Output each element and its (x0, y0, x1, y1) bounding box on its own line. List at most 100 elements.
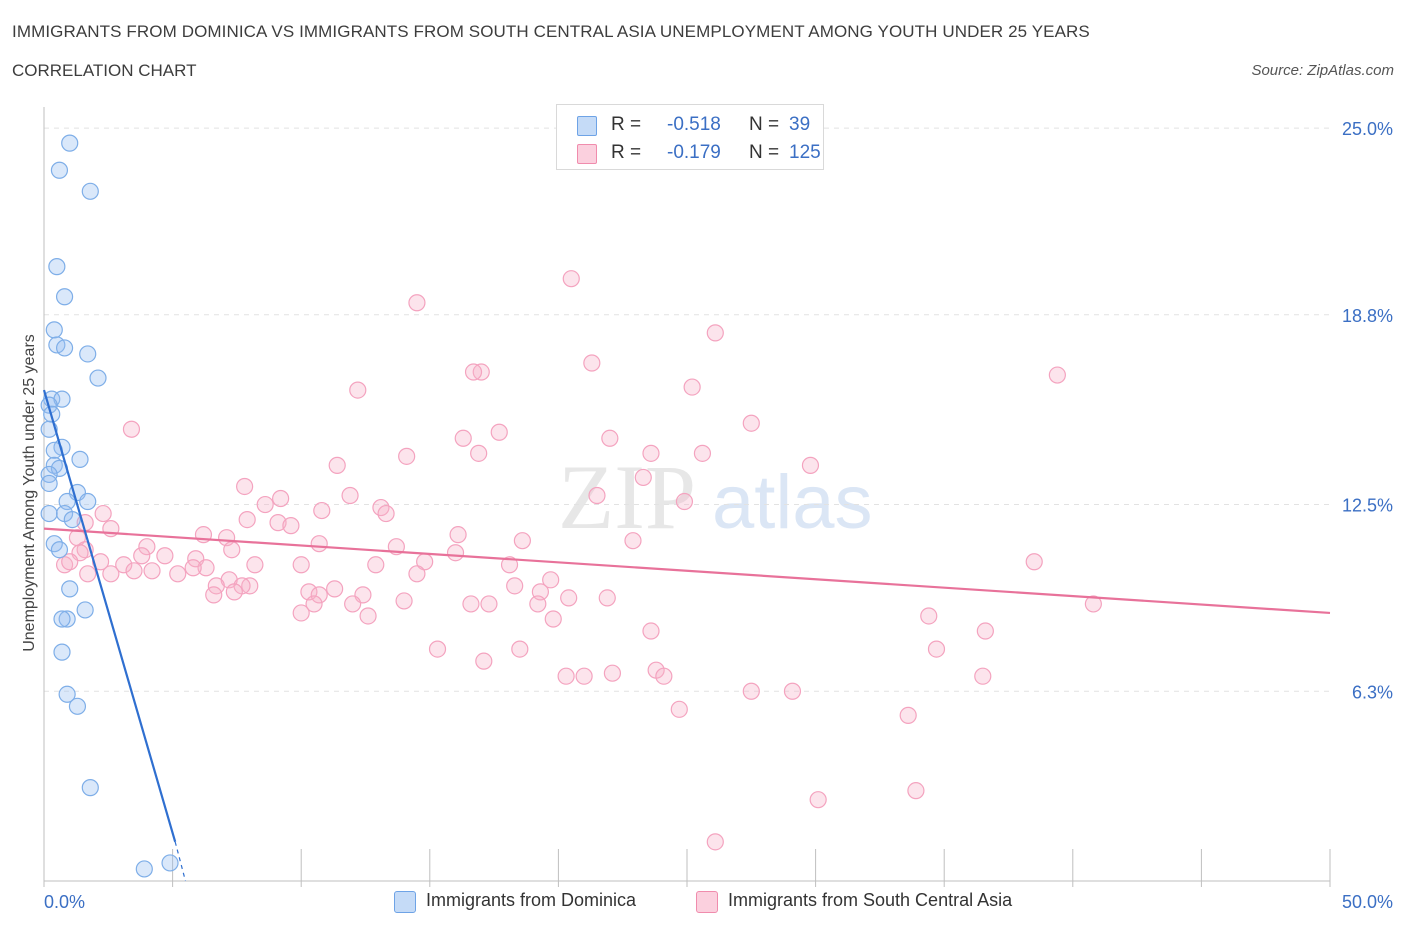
data-point-dominica (79, 345, 97, 363)
data-point-dominica (55, 288, 74, 306)
data-point-south-central-asia (55, 556, 74, 574)
data-point-south-central-asia (102, 565, 120, 583)
data-point-south-central-asia (976, 622, 994, 640)
r-label: R = (611, 142, 642, 163)
data-point-dominica (71, 450, 89, 468)
data-point-south-central-asia (742, 682, 760, 700)
data-point-dominica (58, 610, 76, 628)
data-point-south-central-asia (94, 504, 112, 523)
data-point-south-central-asia (310, 586, 328, 604)
data-point-south-central-asia (223, 541, 241, 559)
data-point-south-central-asia (446, 544, 465, 562)
data-point-dominica (76, 601, 94, 619)
data-point-south-central-asia (367, 556, 385, 574)
data-point-south-central-asia (197, 559, 215, 577)
data-point-south-central-asia (408, 565, 426, 583)
data-point-dominica (135, 860, 153, 878)
data-point-south-central-asia (292, 604, 310, 622)
n-value: 39 (789, 114, 811, 135)
watermark-zip: ZIP (558, 446, 696, 548)
data-point-dominica (68, 697, 87, 715)
data-point-south-central-asia (529, 595, 547, 613)
data-point-south-central-asia (598, 589, 616, 607)
data-point-dominica (40, 504, 58, 523)
data-point-south-central-asia (313, 501, 331, 520)
data-point-south-central-asia (454, 429, 472, 447)
trend-line-dominica (42, 389, 177, 843)
data-point-south-central-asia (359, 607, 377, 625)
data-point-south-central-asia (603, 664, 622, 682)
data-point-dominica (63, 510, 81, 529)
y-axis-label: Unemployment Among Youth under 25 years (21, 334, 38, 652)
data-point-south-central-asia (246, 556, 264, 574)
data-point-south-central-asia (238, 510, 256, 529)
data-point-south-central-asia (449, 526, 467, 544)
data-point-south-central-asia (544, 610, 562, 628)
data-point-south-central-asia (236, 477, 254, 496)
data-point-south-central-asia (115, 556, 133, 574)
stats-legend: R = -0.518 N = 39 R = -0.179 N = 125 (556, 104, 824, 170)
data-point-south-central-asia (801, 456, 820, 474)
data-point-south-central-asia (428, 640, 447, 658)
data-point-south-central-asia (326, 580, 344, 598)
data-point-dominica (55, 339, 74, 357)
legend-swatch-south-central-asia (696, 891, 718, 913)
y-tick-label: 25.0% (1342, 119, 1393, 139)
trend-lines (42, 389, 1331, 882)
data-point-south-central-asia (642, 622, 660, 640)
data-point-south-central-asia (809, 791, 827, 809)
data-point-south-central-asia (588, 486, 606, 505)
data-point-south-central-asia (706, 833, 724, 851)
data-point-south-central-asia (675, 492, 694, 511)
data-point-south-central-asia (557, 667, 575, 685)
data-point-dominica (45, 456, 63, 474)
data-point-south-central-asia (282, 517, 300, 535)
data-point-south-central-asia (408, 294, 426, 312)
source-label: Source: ZipAtlas.com (1251, 62, 1394, 79)
data-point-south-central-asia (683, 378, 701, 396)
data-point-dominica (40, 465, 58, 484)
data-point-south-central-asia (506, 577, 524, 595)
legend-label-dominica: Immigrants from Dominica (426, 890, 637, 910)
data-point-south-central-asia (542, 571, 560, 589)
data-point-south-central-asia (79, 565, 97, 583)
data-point-south-central-asia (395, 592, 413, 610)
tick-labels: 6.3% 12.5% 18.8% 25.0% 0.0% 50.0% (44, 119, 1393, 912)
data-point-south-central-asia (500, 556, 519, 574)
y-tick-label: 18.8% (1342, 306, 1393, 326)
data-point-dominica (40, 474, 58, 493)
data-point-south-central-asia (205, 586, 223, 604)
data-point-south-central-asia (1025, 553, 1043, 571)
data-point-south-central-asia (305, 595, 323, 613)
legend-swatch-south-central-asia (577, 144, 597, 164)
r-value: -0.518 (667, 114, 721, 135)
n-value: 125 (789, 142, 821, 163)
data-point-south-central-asia (328, 456, 346, 474)
r-label: R = (611, 114, 642, 135)
data-point-dominica (48, 258, 66, 276)
data-point-south-central-asia (256, 495, 274, 514)
data-point-south-central-asia (91, 553, 110, 571)
data-point-dominica (61, 580, 79, 598)
data-point-south-central-asia (464, 363, 483, 381)
data-point-south-central-asia (511, 640, 529, 658)
data-point-south-central-asia (927, 640, 946, 658)
data-point-south-central-asia (462, 595, 480, 613)
data-point-south-central-asia (974, 667, 992, 685)
data-point-dominica (58, 685, 76, 703)
data-point-dominica (81, 182, 99, 200)
data-point-south-central-asia (470, 444, 488, 462)
data-point-south-central-asia (292, 556, 310, 574)
watermark: ZIP atlas (558, 446, 873, 548)
data-point-south-central-asia (138, 538, 156, 556)
data-point-south-central-asia (601, 429, 619, 447)
data-point-south-central-asia (310, 535, 328, 553)
data-point-south-central-asia (513, 532, 531, 550)
data-point-south-central-asia (169, 565, 187, 583)
data-point-dominica (89, 369, 107, 387)
trend-line-dominica-extension (174, 841, 187, 882)
data-point-south-central-asia (920, 607, 938, 625)
data-point-south-central-asia (583, 354, 601, 372)
data-point-south-central-asia (575, 667, 593, 685)
chart-subtitle: CORRELATION CHART (12, 61, 197, 80)
